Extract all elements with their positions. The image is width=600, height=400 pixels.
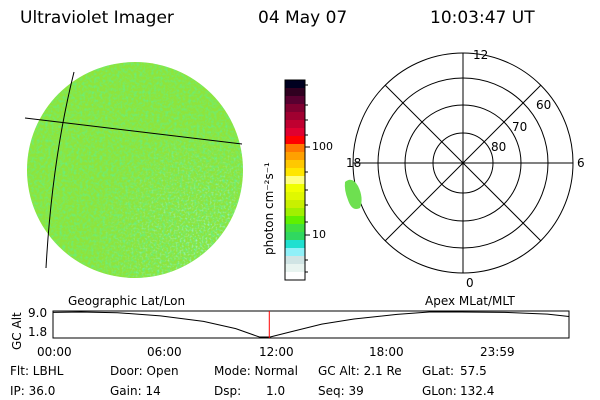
colorbar-swatch bbox=[285, 160, 305, 169]
gain-status: Gain: 14 bbox=[110, 384, 161, 398]
colorbar-swatch bbox=[285, 176, 305, 185]
ytick-9: 9.0 bbox=[28, 306, 48, 320]
xtick-0000: 00:00 bbox=[37, 345, 72, 359]
colorbar-tick-10: 10 bbox=[312, 228, 326, 241]
longitude-line bbox=[45, 71, 75, 269]
time-label: 10:03:47 UT bbox=[430, 8, 535, 28]
colorbar-swatch bbox=[285, 224, 305, 233]
colorbar-swatch bbox=[285, 208, 305, 217]
mode-status: Mode: Normal bbox=[214, 364, 298, 378]
polar-mlt-plot bbox=[352, 52, 574, 274]
colorbar-swatch bbox=[285, 272, 305, 281]
colorbar-swatch bbox=[285, 216, 305, 225]
colorbar-swatch bbox=[285, 104, 305, 113]
ytick-1-8: 1.8 bbox=[28, 325, 48, 339]
colorbar-swatch bbox=[285, 192, 305, 201]
apex-label: Apex MLat/MLT bbox=[425, 294, 515, 308]
glat-value: 57.5 bbox=[460, 364, 487, 378]
glon-value: 132.4 bbox=[460, 384, 495, 398]
earth-disk-image bbox=[24, 62, 243, 278]
glat-label: GLat: bbox=[422, 364, 455, 378]
date-label: 04 May 07 bbox=[258, 8, 348, 28]
xtick-1200: 12:00 bbox=[259, 345, 294, 359]
colorbar-swatch bbox=[285, 256, 305, 265]
colorbar-label: photon cm⁻²s⁻¹ bbox=[262, 162, 276, 255]
colorbar-swatch bbox=[285, 136, 305, 145]
dsp-value: 1.0 bbox=[266, 384, 286, 398]
auroral-emission-patch bbox=[344, 179, 362, 209]
polar-label-0: 0 bbox=[466, 276, 474, 290]
colorbar-ticks bbox=[305, 84, 310, 273]
colorbar-swatch bbox=[285, 248, 305, 257]
colorbar-swatch bbox=[285, 112, 305, 121]
colorbar-swatch bbox=[285, 152, 305, 161]
colorbar-frame bbox=[284, 79, 306, 281]
polar-label-6: 6 bbox=[577, 156, 585, 170]
xtick-2359: 23:59 bbox=[480, 345, 515, 359]
altitude-plot bbox=[52, 311, 570, 338]
gc-alt-status: GC Alt: 2.1 Re bbox=[318, 364, 402, 378]
instrument-title: Ultraviolet Imager bbox=[20, 8, 174, 28]
xtick-0600: 06:00 bbox=[147, 345, 182, 359]
colorbar-tick-100: 100 bbox=[312, 140, 333, 153]
altitude-series-line bbox=[52, 311, 570, 338]
polar-label-18: 18 bbox=[346, 156, 362, 170]
door-status: Door: Open bbox=[110, 364, 179, 378]
polar-label-12: 12 bbox=[473, 48, 489, 62]
colorbar-swatch bbox=[285, 96, 305, 105]
dsp-label: Dsp: bbox=[214, 384, 242, 398]
ring-label-80: 80 bbox=[491, 140, 507, 154]
colorbar-swatch bbox=[285, 144, 305, 153]
glon-label: GLon: bbox=[422, 384, 457, 398]
colorbar bbox=[285, 80, 305, 281]
colorbar-swatch bbox=[285, 168, 305, 177]
altitude-axis-label: GC Alt bbox=[10, 312, 24, 350]
colorbar-swatch bbox=[285, 128, 305, 137]
ring-label-60: 60 bbox=[536, 98, 552, 112]
colorbar-swatch bbox=[285, 184, 305, 193]
colorbar-swatch bbox=[285, 120, 305, 129]
colorbar-swatch bbox=[285, 264, 305, 273]
ip-status: IP: 36.0 bbox=[10, 384, 56, 398]
colorbar-swatch bbox=[285, 240, 305, 249]
seq-status: Seq: 39 bbox=[318, 384, 364, 398]
xtick-1800: 18:00 bbox=[369, 345, 404, 359]
colorbar-swatch bbox=[285, 232, 305, 241]
colorbar-swatch bbox=[285, 88, 305, 97]
ring-label-70: 70 bbox=[512, 120, 528, 134]
filter-status: Flt: LBHL bbox=[10, 364, 64, 378]
altitude-plot-frame bbox=[52, 310, 570, 339]
latitude-line bbox=[24, 117, 243, 145]
colorbar-swatch bbox=[285, 80, 305, 89]
geographic-label: Geographic Lat/Lon bbox=[68, 294, 186, 308]
colorbar-swatch bbox=[285, 200, 305, 209]
